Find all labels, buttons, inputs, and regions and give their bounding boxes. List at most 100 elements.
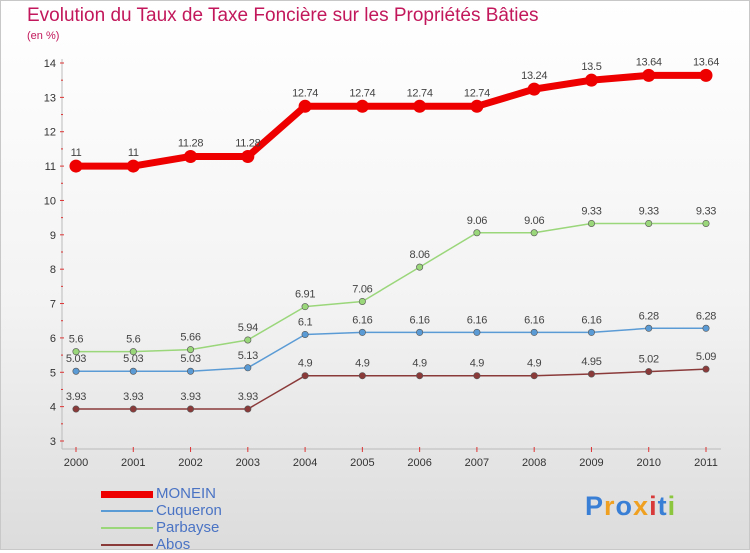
data-label: 6.16: [410, 314, 430, 326]
data-point: [358, 297, 366, 305]
data-point: [702, 324, 710, 332]
chart-subtitle: (en %): [27, 30, 60, 42]
y-tick-label: 3: [50, 436, 56, 448]
data-point: [72, 405, 80, 413]
data-point: [702, 219, 710, 227]
series-group: 3.93 3.93 3.93 3.934.9 4.9 4.9 4.9 4.9 4.95 5.02 5…: [66, 56, 719, 413]
data-label: 6.28: [639, 310, 659, 322]
y-tick-label: 10: [44, 195, 56, 207]
data-label: 4.9: [298, 358, 313, 370]
series-line: [72, 71, 710, 170]
x-tick-label: 2011: [694, 457, 718, 469]
legend-label: Cuqueron: [156, 502, 222, 519]
data-label: 9.33: [581, 205, 601, 217]
x-tick-label: 2010: [636, 457, 660, 469]
data-point: [184, 149, 198, 163]
data-label: 13.64: [693, 56, 719, 68]
data-label: 5.03: [66, 353, 86, 365]
data-point: [527, 82, 541, 96]
logo-letter: i: [649, 491, 658, 521]
data-point: [301, 330, 309, 338]
data-label: 3.93: [123, 391, 143, 403]
legend-label: MONEIN: [156, 485, 216, 502]
series-monein: 11 11 11.28 11.28 12.74 12.74 12.74 12.74 13.24 1…: [69, 56, 719, 173]
x-tick-label: 2008: [522, 457, 546, 469]
data-point: [702, 365, 710, 373]
x-tick-label: 2001: [121, 457, 145, 469]
data-label: 5.03: [180, 353, 200, 365]
data-point: [301, 372, 309, 380]
series-parbayse: 5.6 5.6 5.66 5.94 6.91 7.06 8.06 9.06 9.06 9.33 9.…: [69, 205, 717, 356]
x-tick-label: 2009: [579, 457, 603, 469]
data-label: 5.03: [123, 353, 143, 365]
chart-title: Evolution du Taux de Taxe Foncière sur l…: [27, 5, 539, 26]
data-point: [358, 372, 366, 380]
data-point: [416, 372, 424, 380]
data-label: 8.06: [410, 249, 430, 261]
logo-letter: i: [667, 491, 677, 521]
legend-label: Abos: [156, 536, 191, 553]
data-point: [470, 99, 484, 113]
data-label: 13.64: [636, 56, 662, 68]
data-point: [244, 336, 252, 344]
data-label: 6.16: [467, 314, 487, 326]
data-point: [473, 229, 481, 237]
data-label: 11.28: [178, 137, 203, 149]
series-line: [75, 327, 707, 372]
data-point: [301, 303, 309, 311]
legend-label: Parbayse: [156, 519, 220, 536]
series-abos: 3.93 3.93 3.93 3.93 4.9 4.9 4.9 4.9 4.9 4.95 5.02 5…: [66, 351, 717, 413]
logo-letter: t: [657, 491, 668, 521]
data-point: [587, 370, 595, 378]
data-point: [126, 159, 140, 173]
logo-letter: o: [615, 491, 634, 521]
data-label: 6.16: [581, 314, 601, 326]
data-label: 5.6: [69, 334, 84, 346]
data-label: 4.9: [355, 358, 370, 370]
data-label: 5.66: [180, 332, 200, 344]
data-label: 12.74: [349, 87, 375, 99]
x-tick-label: 2004: [293, 457, 317, 469]
data-point: [587, 328, 595, 336]
data-label: 11: [71, 147, 82, 159]
data-point: [699, 68, 713, 82]
data-label: 6.91: [295, 289, 315, 301]
data-point: [645, 368, 653, 376]
data-label: 5.13: [238, 350, 258, 362]
data-point: [69, 159, 83, 173]
data-point: [416, 263, 424, 271]
data-point: [642, 68, 656, 82]
data-point: [530, 372, 538, 380]
data-label: 5.94: [238, 322, 258, 334]
y-tick-label: 13: [44, 92, 56, 104]
data-label: 13.5: [581, 61, 601, 73]
data-label: 11.28: [235, 137, 260, 149]
x-tick-label: 2003: [236, 457, 260, 469]
data-label: 12.74: [464, 87, 490, 99]
axes: 3 4 5 6 7 8 9 10 11 12 13 14 2000 2001 2002 2003 2004 200…: [44, 58, 721, 469]
y-tick-label: 4: [50, 402, 56, 414]
series-line: [75, 222, 707, 353]
legend-swatch: [101, 544, 153, 546]
y-tick-label: 5: [50, 367, 56, 379]
data-label: 9.33: [639, 205, 659, 217]
data-label: 7.06: [352, 283, 372, 295]
y-tick-label: 6: [50, 333, 56, 345]
data-point: [587, 219, 595, 227]
data-point: [530, 229, 538, 237]
series-line: [75, 368, 707, 410]
data-label: 4.95: [581, 356, 601, 368]
data-point: [72, 348, 80, 356]
data-point: [244, 405, 252, 413]
data-point: [187, 367, 195, 375]
x-tick-label: 2000: [64, 457, 88, 469]
data-point: [187, 405, 195, 413]
y-tick-label: 12: [44, 127, 56, 139]
data-label: 3.93: [238, 391, 258, 403]
data-point: [129, 348, 137, 356]
data-point: [530, 328, 538, 336]
y-tick-label: 8: [50, 264, 56, 276]
data-label: 4.9: [470, 358, 485, 370]
